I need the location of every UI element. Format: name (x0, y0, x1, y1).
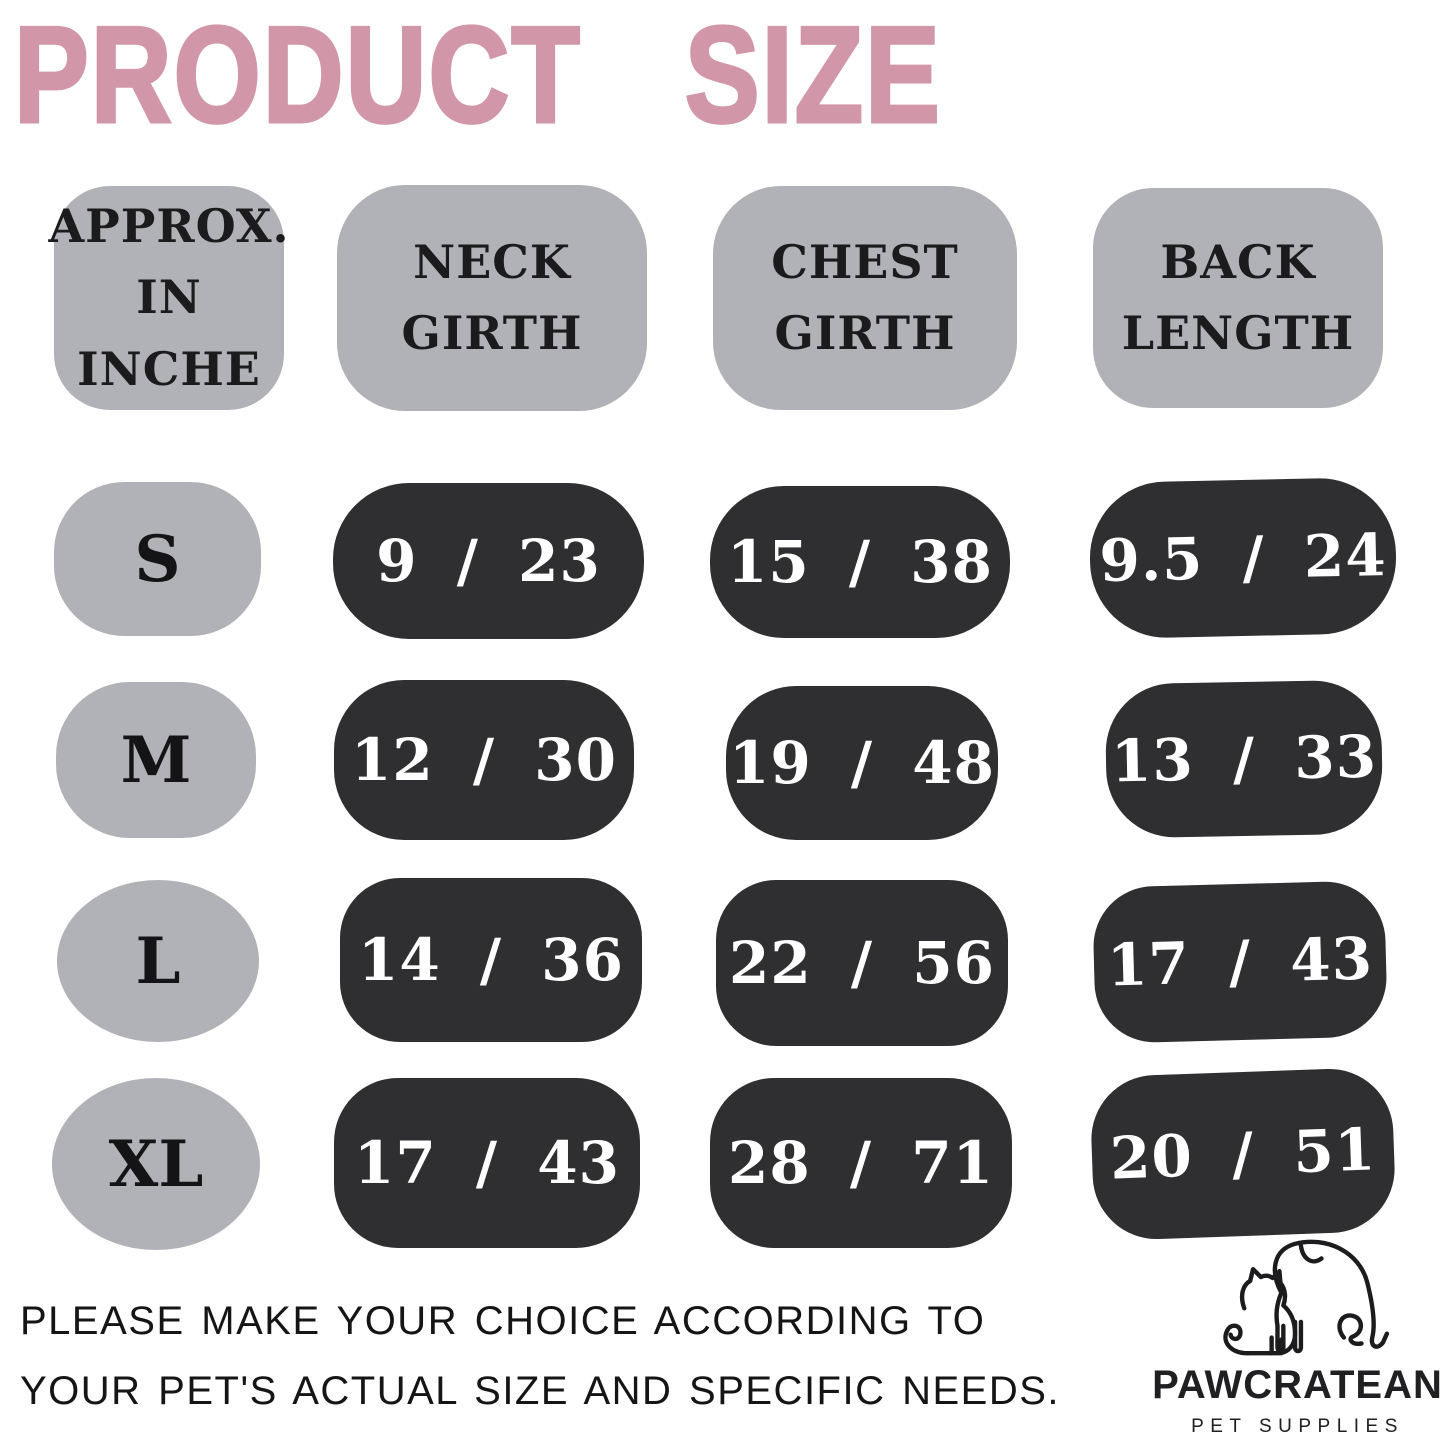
dog-and-cat-icon (1222, 1239, 1389, 1356)
header-line: BACK (1160, 234, 1316, 289)
header-chest-girth: CHEST GIRTH (713, 186, 1017, 410)
cell-l-back-length: 17 / 43 (1092, 880, 1388, 1044)
cell-value: 28 / 71 (728, 1129, 994, 1197)
cell-value: 13 / 33 (1110, 722, 1378, 796)
cell-value: 22 / 56 (729, 929, 995, 997)
cell-value: 17 / 43 (354, 1129, 620, 1197)
cell-s-back-length: 9.5 / 24 (1088, 476, 1398, 640)
page-title: PRODUCT SIZE (13, 0, 942, 153)
size-advice-note: PLEASE MAKE YOUR CHOICE ACCORDING TO YOU… (20, 1286, 1130, 1426)
size-label-xl: XL (52, 1078, 260, 1250)
header-line: GIRTH (774, 306, 956, 360)
size-label-text: S (134, 521, 181, 597)
header-line: APPROX. (48, 199, 290, 254)
cell-value: 9 / 23 (376, 527, 601, 595)
header-approx-in-inche: APPROX. IN INCHE (48, 186, 289, 410)
brand-tagline: PET SUPPLIES (1191, 1416, 1404, 1437)
header-line: NECK (413, 234, 571, 289)
cell-value: 17 / 43 (1106, 924, 1374, 1000)
brand-logo: PAWCRATEAN PET SUPPLIES (1150, 1236, 1445, 1438)
size-label-l: L (57, 880, 259, 1042)
header-line: CHEST (771, 234, 959, 289)
cell-value: 14 / 36 (358, 926, 624, 994)
cell-xl-neck-girth: 17 / 43 (334, 1078, 640, 1248)
header-neck-girth: NECK GIRTH (337, 185, 647, 411)
size-label-m: M (56, 682, 256, 838)
cell-s-neck-girth: 9 / 23 (333, 483, 644, 639)
cell-value: 9.5 / 24 (1098, 521, 1388, 595)
note-line-2: YOUR PET'S ACTUAL SIZE AND SPECIFIC NEED… (20, 1369, 1061, 1413)
cell-m-back-length: 13 / 33 (1104, 679, 1384, 839)
size-label-s: S (54, 482, 261, 636)
cell-m-neck-girth: 12 / 30 (334, 680, 634, 840)
cell-s-chest-girth: 15 / 38 (710, 486, 1010, 638)
note-line-1: PLEASE MAKE YOUR CHOICE ACCORDING TO (20, 1299, 986, 1343)
cell-value: 12 / 30 (351, 726, 617, 794)
brand-name: PAWCRATEAN (1152, 1363, 1443, 1407)
header-line: GIRTH (401, 306, 583, 360)
size-label-text: XL (108, 1126, 204, 1202)
cell-xl-back-length: 20 / 51 (1089, 1066, 1397, 1242)
cell-value: 20 / 51 (1108, 1115, 1378, 1193)
header-back-length: BACK LENGTH (1093, 188, 1383, 408)
cell-l-neck-girth: 14 / 36 (340, 878, 642, 1042)
size-label-text: M (120, 722, 192, 798)
cell-m-chest-girth: 19 / 48 (726, 686, 998, 840)
cell-value: 15 / 38 (727, 528, 993, 596)
cell-xl-chest-girth: 28 / 71 (710, 1078, 1012, 1248)
header-line: LENGTH (1121, 306, 1355, 360)
size-label-text: L (135, 923, 181, 999)
cell-l-chest-girth: 22 / 56 (716, 880, 1008, 1046)
header-line: IN INCHE (77, 270, 261, 396)
cell-value: 19 / 48 (729, 729, 995, 797)
